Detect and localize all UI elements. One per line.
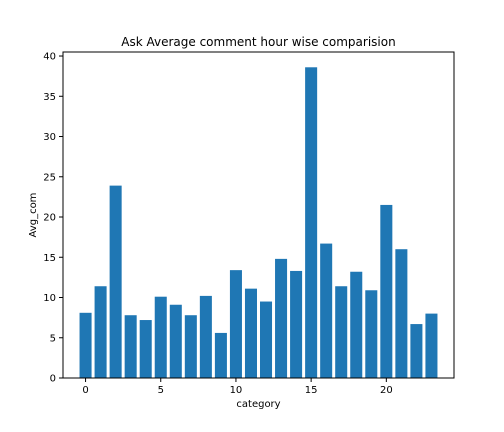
- x-axis-ticks: 0 5 10 15 20: [82, 378, 393, 396]
- bar-8: [199, 295, 212, 378]
- x-tick-label-0: 0: [82, 385, 88, 396]
- y-tick-label-30: 30: [43, 132, 56, 143]
- y-tick-label-15: 15: [43, 253, 56, 264]
- bar-5: [154, 296, 167, 378]
- bar-1: [94, 286, 107, 378]
- bar-16: [320, 243, 333, 378]
- y-tick-label-35: 35: [43, 92, 56, 103]
- bar-14: [290, 270, 303, 378]
- bar-7: [184, 315, 197, 378]
- bar-12: [260, 301, 273, 378]
- bar-18: [350, 271, 363, 378]
- y-tick-label-25: 25: [43, 172, 56, 183]
- bar-11: [244, 288, 257, 378]
- x-tick-label-10: 10: [230, 385, 243, 396]
- bar-13: [275, 258, 288, 378]
- plot-frame: [62, 51, 455, 379]
- bar-23: [425, 313, 438, 378]
- y-tick-label-5: 5: [50, 333, 56, 344]
- x-tick-label-20: 20: [380, 385, 393, 396]
- x-tick-label-15: 15: [305, 385, 318, 396]
- bar-21: [395, 249, 408, 378]
- y-tick-label-40: 40: [43, 52, 56, 63]
- bar-4: [139, 320, 152, 378]
- bar-2: [109, 185, 122, 378]
- bar-9: [214, 332, 227, 378]
- bar-22: [410, 324, 423, 378]
- x-tick-label-5: 5: [158, 385, 164, 396]
- bar-15: [305, 67, 318, 379]
- y-axis-label: Avg_com: [28, 193, 39, 238]
- bar-19: [365, 290, 378, 378]
- bar-3: [124, 315, 137, 378]
- bar-6: [169, 304, 182, 378]
- bar-0: [79, 312, 92, 378]
- y-tick-label-20: 20: [43, 213, 56, 224]
- x-axis-label: category: [236, 399, 280, 410]
- bar-10: [229, 270, 242, 378]
- bars-group: [79, 67, 438, 379]
- bar-17: [335, 286, 348, 378]
- y-tick-label-0: 0: [50, 374, 56, 385]
- y-tick-label-10: 10: [43, 293, 56, 304]
- y-axis-ticks: 0 5 10 15 20 25 30 35 40: [43, 52, 63, 385]
- bar-20: [380, 204, 393, 378]
- chart-title: Ask Average comment hour wise comparisio…: [121, 35, 395, 49]
